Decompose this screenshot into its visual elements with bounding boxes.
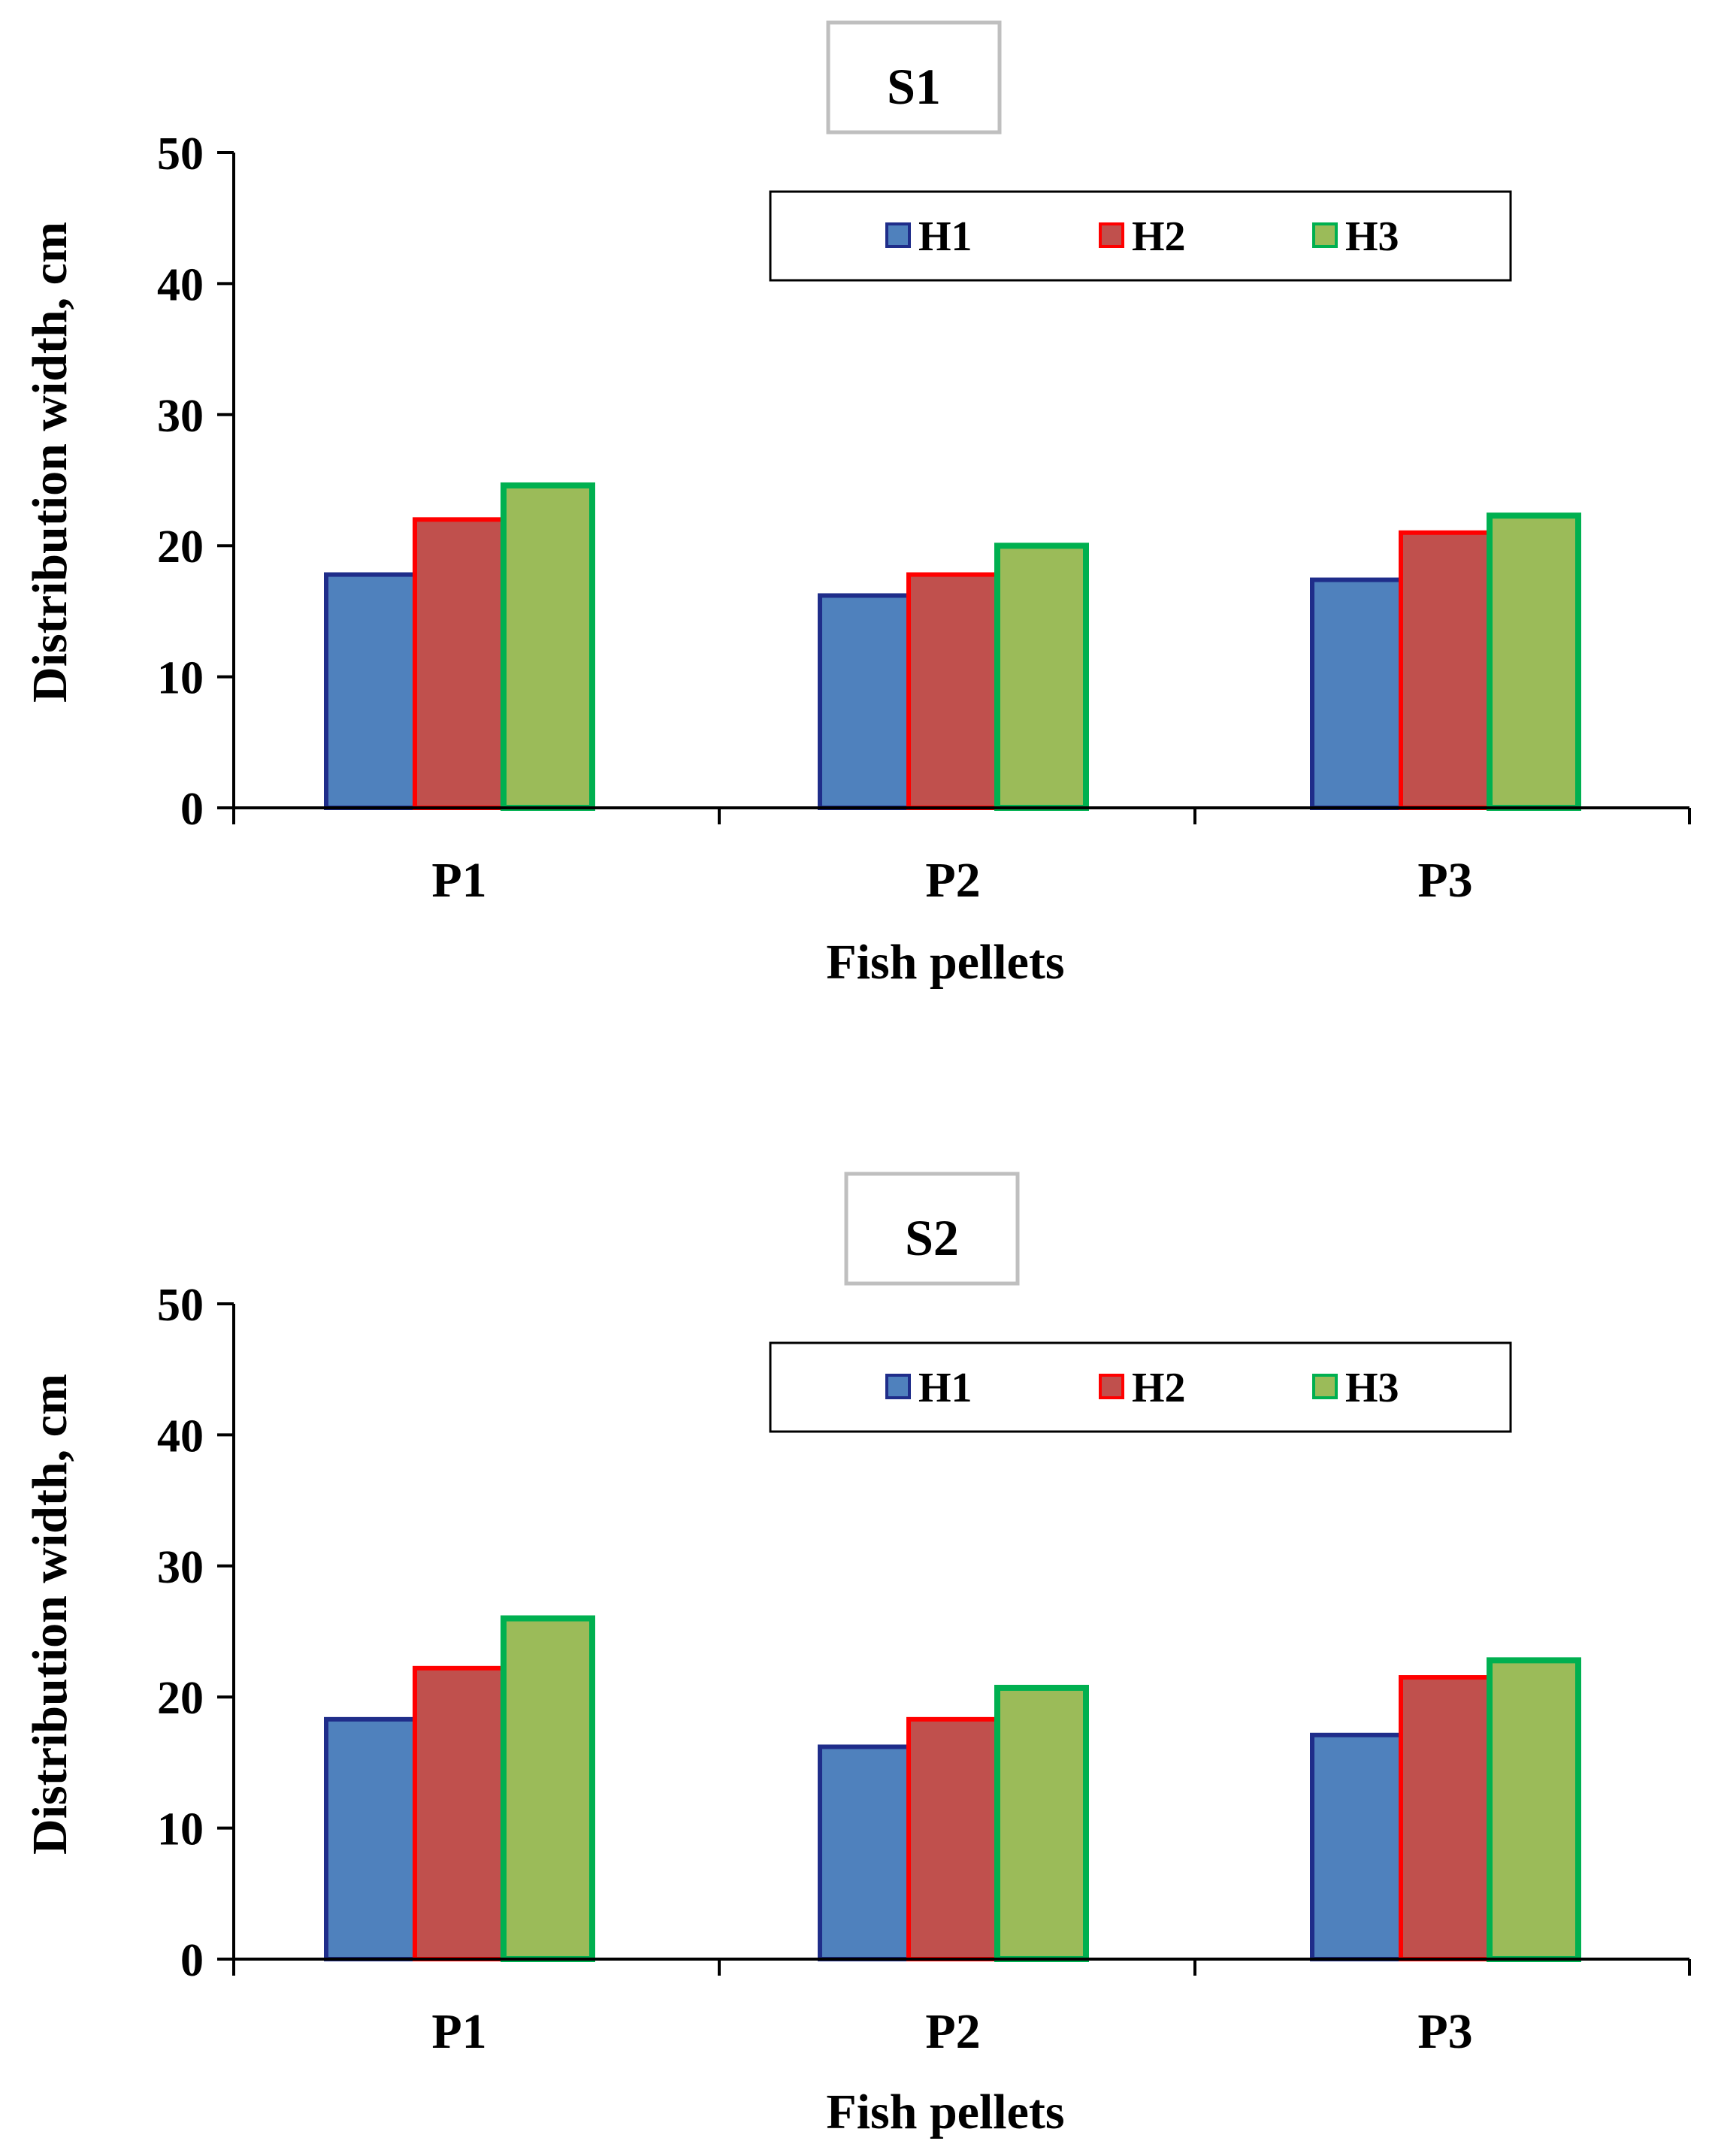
x-axis-label: Fish pellets	[826, 935, 1064, 990]
legend: H1 H2 H3	[769, 190, 1512, 282]
y-axis-label: Distribution width, cm	[23, 222, 77, 703]
y-tick-label: 30	[157, 391, 204, 442]
y-tick-label: 20	[157, 1673, 204, 1724]
legend-swatch-h3	[1312, 222, 1338, 248]
panel-title-box	[826, 20, 1002, 135]
y-tick-label: 20	[157, 522, 204, 573]
legend: H1 H2 H3	[769, 1341, 1512, 1433]
legend-label-h1: H1	[918, 1365, 972, 1411]
panel-title-box	[844, 1172, 1020, 1286]
bar-h1-p2	[818, 593, 911, 810]
y-tick-label: 30	[157, 1542, 204, 1593]
legend-label-h2: H2	[1132, 1365, 1186, 1411]
bar-h3-p1	[501, 1615, 595, 1963]
bar-h1-p1	[324, 1716, 417, 1961]
y-tick-label: 10	[157, 1804, 204, 1855]
bars-group	[324, 482, 1581, 811]
panel-title: S1	[887, 58, 941, 115]
category-label-p3: P3	[1417, 853, 1472, 908]
y-ticks: 0 10 20 30 40 50	[157, 129, 234, 835]
y-tick-label: 40	[157, 259, 204, 310]
bar-h2-p3	[1399, 530, 1492, 810]
bar-h3-p2	[994, 543, 1089, 811]
legend-swatch-h3	[1312, 1374, 1338, 1399]
bar-h2-p1	[413, 1665, 506, 1962]
bar-h3-p2	[994, 1684, 1089, 1962]
panel-s2: S2 Distribution width, cm 0 10 20 30 40 50 P1…	[23, 1172, 1691, 2139]
bar-h2-p1	[413, 517, 506, 810]
x-ticks	[232, 808, 1691, 824]
x-ticks	[232, 1959, 1691, 1976]
legend-label-h2: H2	[1132, 213, 1186, 260]
legend-swatch-h1	[885, 222, 911, 248]
panel-s1: S1 Distribution width, cm 0 10 20 30 40 50 P1…	[23, 20, 1691, 990]
bar-h1-p2	[818, 1744, 911, 1961]
x-axis-label: Fish pellets	[826, 2085, 1064, 2139]
legend-label-h3: H3	[1345, 213, 1399, 260]
panel-title: S2	[905, 1209, 959, 1266]
legend-swatch-h2	[1099, 222, 1124, 248]
category-label-p2: P2	[925, 853, 980, 908]
bar-h1-p3	[1310, 1732, 1403, 1961]
category-label-p1: P1	[431, 2004, 486, 2059]
bar-h3-p1	[501, 482, 595, 811]
category-label-p1: P1	[431, 853, 486, 908]
bar-h2-p2	[906, 572, 1000, 810]
legend-label-h1: H1	[918, 213, 972, 260]
bar-h2-p2	[906, 1716, 1000, 1961]
y-tick-label: 10	[157, 653, 204, 704]
y-tick-label: 0	[180, 1935, 204, 1986]
bar-h1-p1	[324, 572, 417, 810]
y-tick-label: 50	[157, 129, 204, 180]
y-ticks: 0 10 20 30 40 50	[157, 1280, 234, 1986]
category-label-p3: P3	[1417, 2004, 1472, 2059]
y-tick-label: 0	[180, 784, 204, 835]
legend-label-h3: H3	[1345, 1365, 1399, 1411]
y-tick-label: 40	[157, 1411, 204, 1462]
bars-group	[324, 1615, 1581, 1963]
bar-h3-p3	[1487, 1657, 1581, 1962]
y-tick-label: 50	[157, 1280, 204, 1331]
bar-h3-p3	[1487, 513, 1581, 811]
y-axis-label: Distribution width, cm	[23, 1374, 77, 1855]
legend-swatch-h1	[885, 1374, 911, 1399]
bar-h1-p3	[1310, 577, 1403, 810]
legend-swatch-h2	[1099, 1374, 1124, 1399]
category-label-p2: P2	[925, 2004, 980, 2059]
bar-h2-p3	[1399, 1675, 1492, 1962]
